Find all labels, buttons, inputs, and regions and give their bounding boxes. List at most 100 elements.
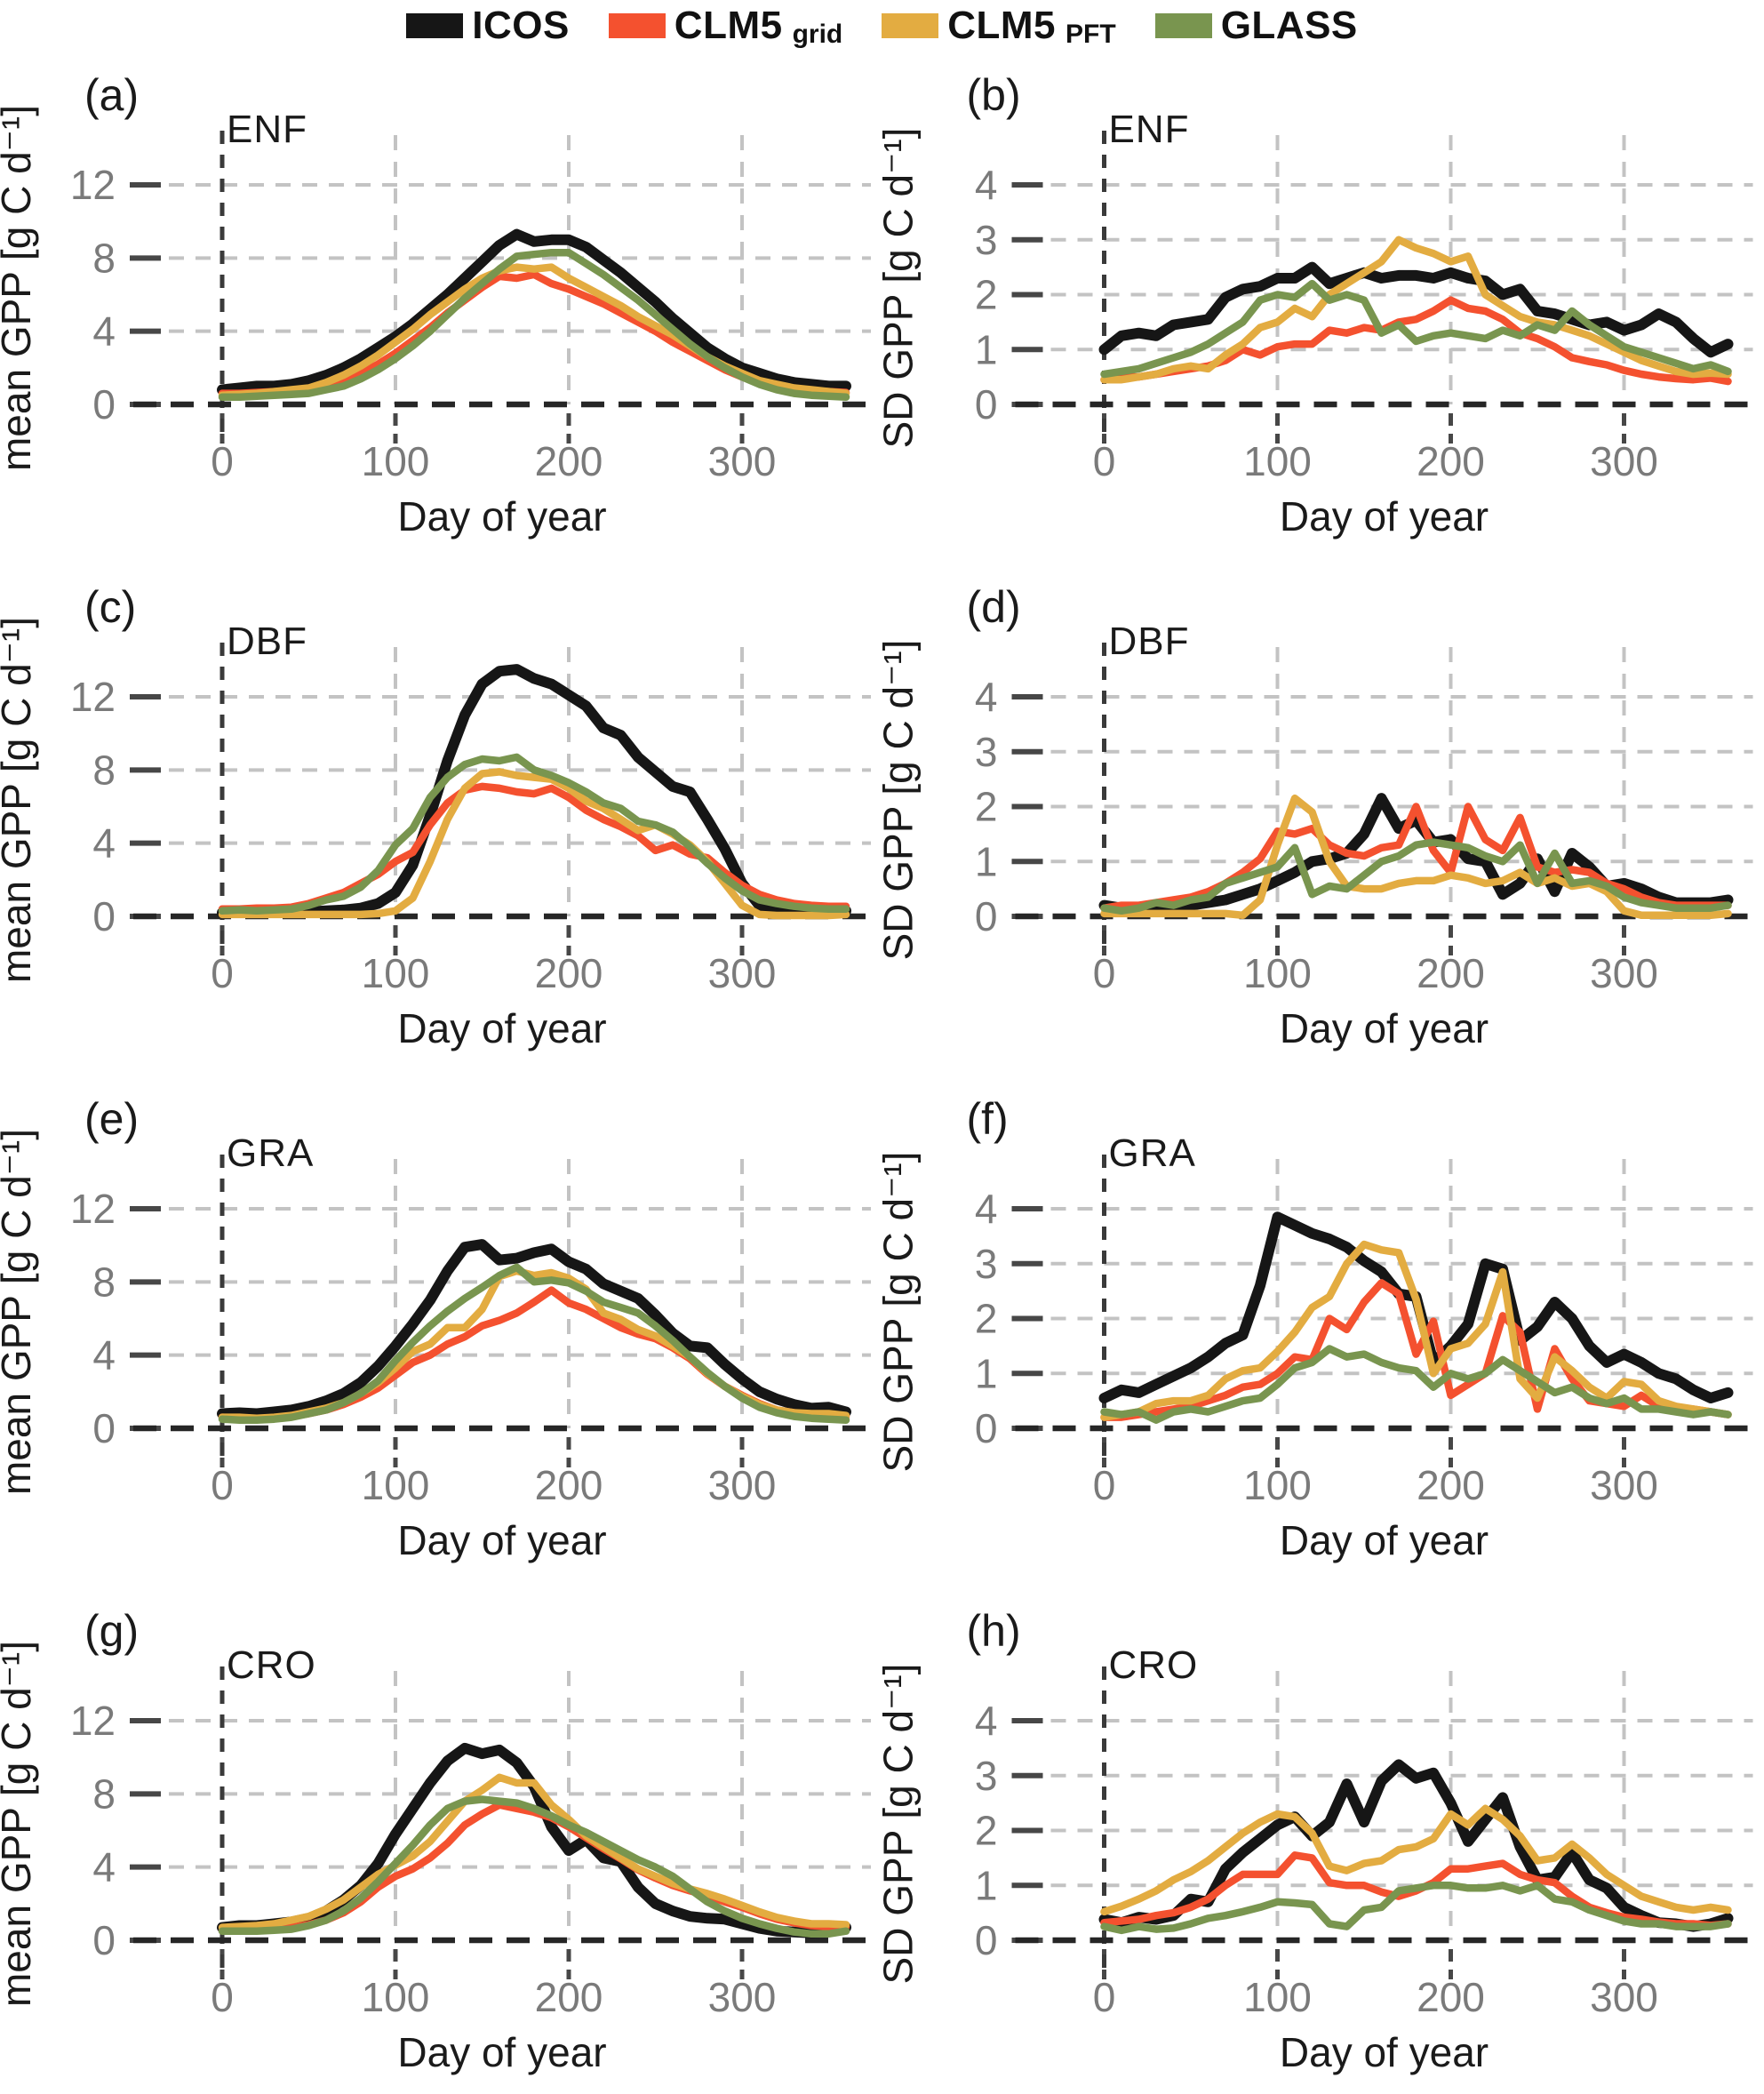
x-tick-label: 100 bbox=[1243, 950, 1312, 996]
series-line-icos bbox=[217, 1239, 851, 1419]
legend-label-clm5grid: CLM5 bbox=[674, 4, 783, 47]
series-line-glass bbox=[218, 753, 850, 915]
x-tick-label: 200 bbox=[535, 438, 603, 484]
y-tick-label: 0 bbox=[92, 1917, 116, 1963]
x-tick-label: 200 bbox=[535, 1462, 603, 1508]
y-tick-label: 1 bbox=[975, 838, 998, 884]
y-tick-label: 12 bbox=[70, 1186, 116, 1232]
panel-title: ENF bbox=[227, 108, 307, 151]
chart-panel-h: 0 1 2 3 4 0 100 200 300 (h) CRO Day of year SD GPP [… bbox=[882, 1606, 1759, 2075]
x-tick-label: 100 bbox=[1243, 1462, 1312, 1508]
x-tick-label: 0 bbox=[1093, 1974, 1116, 2020]
chart-panel-c: 0 4 8 12 0 100 200 300 (c) DBF Day of year mean GPP… bbox=[0, 582, 876, 1051]
chart-panel-a: 0 4 8 12 0 100 200 300 (a) ENF Day of year mean GPP… bbox=[0, 70, 876, 539]
y-tick-label: 0 bbox=[975, 893, 998, 939]
panel-title: CRO bbox=[227, 1643, 316, 1687]
panel-title: DBF bbox=[227, 619, 307, 663]
panel-f-gra-sd-gpp: 0 1 2 3 4 0 100 200 300 (f) GRA Day of year SD GPP [… bbox=[882, 1070, 1764, 1582]
y-tick-label: 0 bbox=[92, 381, 116, 428]
x-axis-label: Day of year bbox=[1280, 1517, 1489, 1563]
x-tick-label: 200 bbox=[1417, 1462, 1485, 1508]
x-tick-label: 300 bbox=[1590, 1462, 1658, 1508]
legend-label-clm5pft: CLM5 bbox=[947, 4, 1057, 47]
panel-c-dbf-mean-gpp: 0 4 8 12 0 100 200 300 (c) DBF Day of year mean GPP… bbox=[0, 558, 882, 1070]
x-axis-label: Day of year bbox=[397, 2029, 606, 2075]
y-tick-label: 0 bbox=[92, 1405, 116, 1451]
x-tick-label: 0 bbox=[211, 1974, 234, 2020]
legend-item-icos: ICOS bbox=[406, 4, 570, 48]
x-tick-label: 0 bbox=[1093, 950, 1116, 996]
series-line-icos bbox=[217, 1742, 851, 1938]
y-tick-label: 3 bbox=[975, 217, 998, 263]
series-line-clm5pft bbox=[218, 1773, 850, 1931]
series-line-icos bbox=[1098, 793, 1734, 914]
series-line-clm5pft bbox=[1100, 236, 1732, 384]
y-tick-label: 1 bbox=[975, 326, 998, 372]
y-tick-label: 12 bbox=[70, 1698, 116, 1744]
x-tick-label: 0 bbox=[1093, 1462, 1116, 1508]
series-line-glass bbox=[1100, 1345, 1732, 1424]
panel-b-enf-sd-gpp: 0 1 2 3 4 0 100 200 300 (b) ENF Day of year SD GPP [… bbox=[882, 46, 1764, 558]
y-axis-label: mean GPP [g C d⁻¹] bbox=[0, 1129, 39, 1495]
legend-label-clm5pft-subscript: PFT bbox=[1066, 20, 1116, 49]
panel-title: GRA bbox=[227, 1131, 314, 1175]
y-tick-label: 12 bbox=[70, 162, 116, 208]
y-tick-label: 4 bbox=[92, 1332, 116, 1379]
y-tick-label: 3 bbox=[975, 1753, 998, 1799]
panel-h-cro-sd-gpp: 0 1 2 3 4 0 100 200 300 (h) CRO Day of year SD GPP [… bbox=[882, 1582, 1764, 2094]
x-tick-label: 300 bbox=[708, 950, 777, 996]
chart-panel-b: 0 1 2 3 4 0 100 200 300 (b) ENF Day of year SD GPP [… bbox=[882, 70, 1759, 539]
legend-label-icos: ICOS bbox=[472, 4, 570, 47]
y-tick-label: 4 bbox=[975, 162, 998, 208]
panel-title: CRO bbox=[1109, 1643, 1199, 1687]
panel-letter: (e) bbox=[84, 1094, 139, 1144]
y-tick-label: 8 bbox=[92, 1770, 116, 1817]
legend: ICOS CLM5 grid CLM5 PFT GLASS bbox=[0, 4, 1764, 49]
x-tick-label: 300 bbox=[708, 1462, 777, 1508]
y-axis-label: SD GPP [g C d⁻¹] bbox=[882, 1152, 922, 1473]
panel-title: ENF bbox=[1109, 108, 1190, 151]
chart-panel-d: 0 1 2 3 4 0 100 200 300 (d) DBF Day of year SD GPP [… bbox=[882, 582, 1759, 1051]
panel-d-dbf-sd-gpp: 0 1 2 3 4 0 100 200 300 (d) DBF Day of year SD GPP [… bbox=[882, 558, 1764, 1070]
x-tick-label: 0 bbox=[1093, 438, 1116, 484]
x-tick-label: 300 bbox=[708, 438, 777, 484]
panel-g-cro-mean-gpp: 0 4 8 12 0 100 200 300 (g) CRO Day of year mean GPP… bbox=[0, 1582, 882, 2094]
y-tick-label: 2 bbox=[975, 1808, 998, 1854]
chart-panel-e: 0 4 8 12 0 100 200 300 (e) GRA Day of year mean GPP… bbox=[0, 1094, 876, 1563]
x-tick-label: 300 bbox=[1590, 1974, 1658, 2020]
legend-item-glass: GLASS bbox=[1154, 4, 1358, 48]
y-tick-label: 4 bbox=[975, 1186, 998, 1232]
y-tick-label: 0 bbox=[975, 381, 998, 428]
panel-grid: 0 4 8 12 0 100 200 300 (a) ENF Day of year mean GPP… bbox=[0, 46, 1764, 2094]
x-tick-label: 200 bbox=[535, 1974, 603, 2020]
series-line-glass bbox=[218, 1795, 850, 1938]
x-tick-label: 100 bbox=[362, 1974, 430, 2020]
x-tick-label: 0 bbox=[211, 1462, 234, 1508]
x-tick-label: 200 bbox=[1417, 438, 1485, 484]
series-line-glass bbox=[1100, 1882, 1732, 1935]
series-line-clm5pft bbox=[1100, 794, 1732, 920]
x-axis-label: Day of year bbox=[1280, 2029, 1489, 2075]
x-axis-label: Day of year bbox=[397, 1517, 606, 1563]
x-tick-label: 300 bbox=[1590, 438, 1658, 484]
panel-letter: (h) bbox=[967, 1606, 1021, 1656]
panel-title: GRA bbox=[1109, 1131, 1196, 1175]
y-tick-label: 3 bbox=[975, 729, 998, 775]
x-tick-label: 100 bbox=[1243, 1974, 1312, 2020]
y-tick-label: 1 bbox=[975, 1862, 998, 1908]
glass-color-swatch bbox=[1154, 13, 1212, 38]
panel-letter: (g) bbox=[84, 1606, 139, 1656]
legend-label-glass: GLASS bbox=[1220, 4, 1358, 47]
series-line-icos bbox=[1098, 261, 1734, 358]
x-tick-label: 200 bbox=[1417, 950, 1485, 996]
legend-item-clm5grid: CLM5 grid bbox=[608, 4, 842, 49]
panel-letter: (b) bbox=[967, 70, 1021, 120]
y-tick-label: 3 bbox=[975, 1241, 998, 1287]
panel-letter: (f) bbox=[967, 1094, 1009, 1144]
y-axis-label: mean GPP [g C d⁻¹] bbox=[0, 105, 39, 471]
clm5pft-color-swatch bbox=[882, 13, 939, 38]
x-tick-label: 300 bbox=[708, 1974, 777, 2020]
y-tick-label: 0 bbox=[92, 893, 116, 939]
x-axis-label: Day of year bbox=[397, 1005, 606, 1051]
x-tick-label: 200 bbox=[1417, 1974, 1485, 2020]
